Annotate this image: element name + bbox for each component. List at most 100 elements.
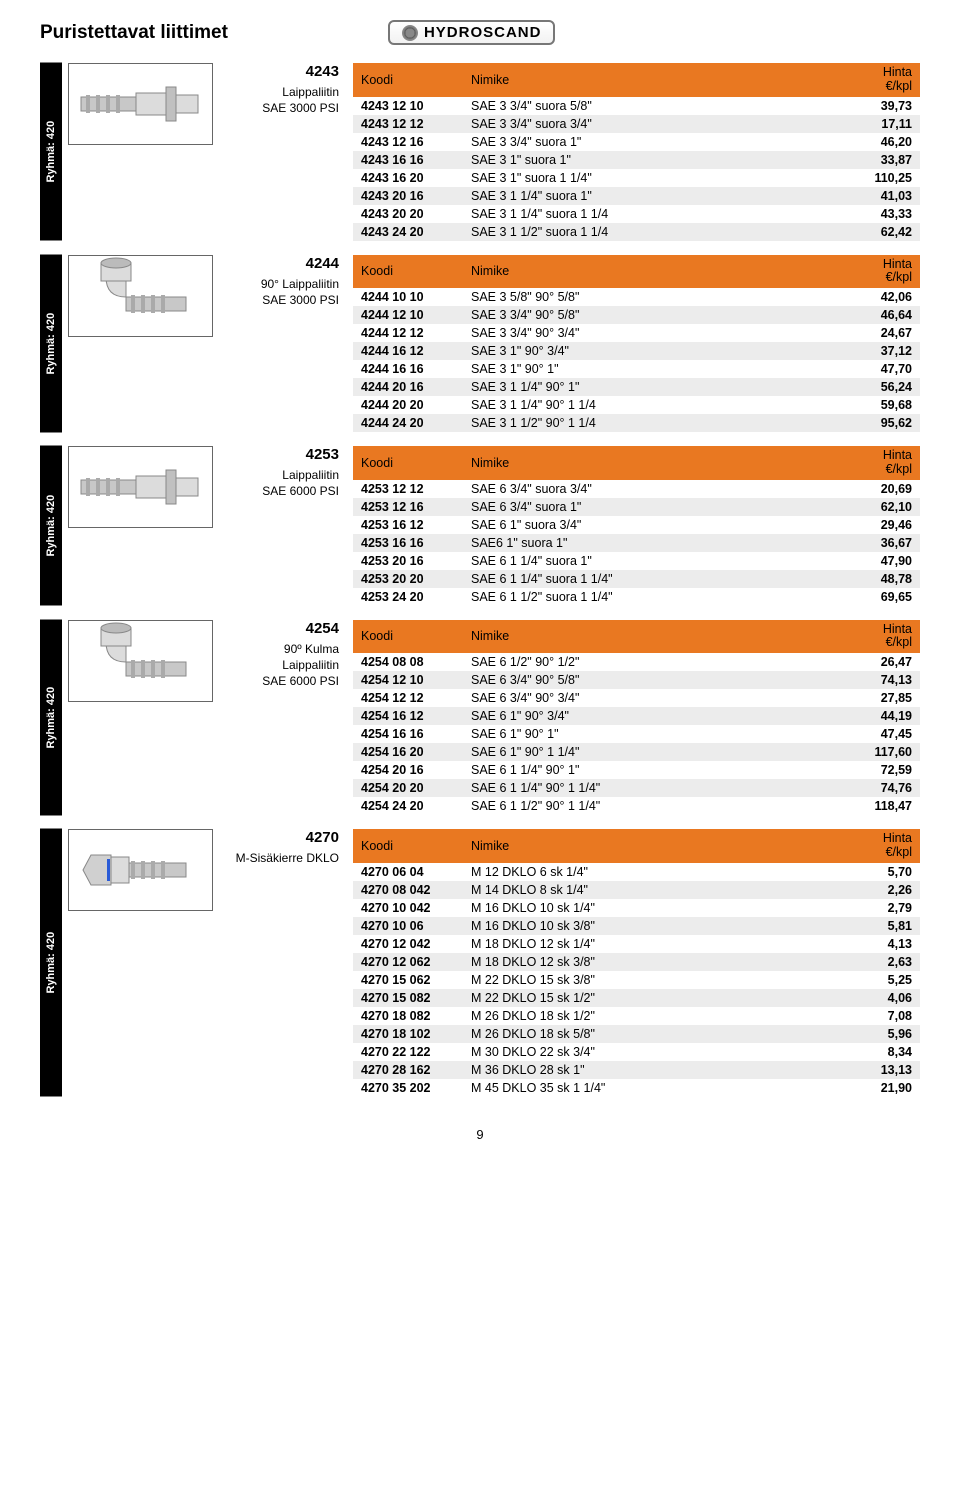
cell-koodi: 4254 16 20	[353, 743, 463, 761]
cell-koodi: 4270 15 082	[353, 989, 463, 1007]
table-row: 4254 12 10SAE 6 3/4" 90° 5/8"74,13	[353, 671, 920, 689]
col-nimike: Nimike	[463, 63, 850, 97]
table-row: 4270 18 082M 26 DKLO 18 sk 1/2"7,08	[353, 1007, 920, 1025]
cell-price: 46,20	[850, 133, 920, 151]
product-subtitle: 90° Laippaliitin	[223, 276, 339, 292]
product-id: 4244	[223, 255, 339, 272]
cell-koodi: 4253 16 16	[353, 534, 463, 552]
product-subtitle: 90º Kulma	[223, 641, 339, 657]
cell-nimike: SAE 3 3/4" suora 1"	[463, 133, 850, 151]
col-nimike: Nimike	[463, 620, 850, 654]
table-row: 4243 12 16SAE 3 3/4" suora 1"46,20	[353, 133, 920, 151]
cell-koodi: 4243 12 10	[353, 97, 463, 115]
cell-price: 41,03	[850, 187, 920, 205]
product-subtitle: SAE 6000 PSI	[223, 483, 339, 499]
cell-price: 42,06	[850, 288, 920, 306]
cell-price: 110,25	[850, 169, 920, 187]
product-subtitle: Laippaliitin	[223, 657, 339, 673]
table-row: 4270 28 162M 36 DKLO 28 sk 1"13,13	[353, 1061, 920, 1079]
col-koodi: Koodi	[353, 620, 463, 654]
cell-nimike: SAE 6 3/4" 90° 3/4"	[463, 689, 850, 707]
cell-nimike: SAE 6 3/4" suora 1"	[463, 498, 850, 516]
cell-nimike: SAE 3 3/4" suora 3/4"	[463, 115, 850, 133]
cell-koodi: 4244 20 16	[353, 378, 463, 396]
cell-koodi: 4243 20 20	[353, 205, 463, 223]
cell-price: 69,65	[850, 588, 920, 606]
cell-koodi: 4254 12 12	[353, 689, 463, 707]
table-row: 4253 24 20SAE 6 1 1/2" suora 1 1/4"69,65	[353, 588, 920, 606]
cell-nimike: M 26 DKLO 18 sk 5/8"	[463, 1025, 850, 1043]
table-row: 4253 16 12SAE 6 1" suora 3/4"29,46	[353, 516, 920, 534]
cell-koodi: 4254 12 10	[353, 671, 463, 689]
group-tab: Ryhmä: 420	[40, 446, 62, 606]
cell-nimike: SAE 3 1" suora 1"	[463, 151, 850, 169]
cell-koodi: 4244 24 20	[353, 414, 463, 432]
cell-koodi: 4270 28 162	[353, 1061, 463, 1079]
product-id: 4270	[223, 829, 339, 846]
table-row: 4244 16 16SAE 3 1" 90° 1"47,70	[353, 360, 920, 378]
table-row: 4244 24 20SAE 3 1 1/2" 90° 1 1/495,62	[353, 414, 920, 432]
cell-koodi: 4244 16 16	[353, 360, 463, 378]
table-row: 4254 24 20SAE 6 1 1/2" 90° 1 1/4"118,47	[353, 797, 920, 815]
product-section: Ryhmä: 420424490° LaippaliitinSAE 3000 P…	[40, 255, 920, 433]
cell-price: 117,60	[850, 743, 920, 761]
fitting-icon	[68, 255, 213, 337]
col-hinta: Hinta€/kpl	[850, 829, 920, 863]
product-subtitle: SAE 6000 PSI	[223, 673, 339, 689]
cell-koodi: 4270 22 122	[353, 1043, 463, 1061]
table-row: 4244 16 12SAE 3 1" 90° 3/4"37,12	[353, 342, 920, 360]
cell-koodi: 4244 20 20	[353, 396, 463, 414]
cell-nimike: SAE 3 1 1/4" suora 1"	[463, 187, 850, 205]
fitting-icon	[68, 63, 213, 145]
cell-koodi: 4253 24 20	[353, 588, 463, 606]
table-row: 4254 16 16SAE 6 1" 90° 1"47,45	[353, 725, 920, 743]
cell-koodi: 4270 08 042	[353, 881, 463, 899]
product-section: Ryhmä: 4204253LaippaliitinSAE 6000 PSIKo…	[40, 446, 920, 606]
cell-koodi: 4270 15 062	[353, 971, 463, 989]
cell-koodi: 4244 12 12	[353, 324, 463, 342]
product-info: 424490° LaippaliitinSAE 3000 PSI	[223, 255, 353, 433]
col-hinta: Hinta€/kpl	[850, 620, 920, 654]
product-image-col	[68, 446, 223, 606]
product-id: 4254	[223, 620, 339, 637]
cell-price: 2,26	[850, 881, 920, 899]
table-row: 4270 15 082M 22 DKLO 15 sk 1/2"4,06	[353, 989, 920, 1007]
cell-price: 72,59	[850, 761, 920, 779]
table-row: 4270 12 042M 18 DKLO 12 sk 1/4"4,13	[353, 935, 920, 953]
price-table: KoodiNimikeHinta€/kpl4254 08 08SAE 6 1/2…	[353, 620, 920, 816]
product-section: Ryhmä: 420425490º KulmaLaippaliitinSAE 6…	[40, 620, 920, 816]
cell-nimike: SAE 3 3/4" 90° 5/8"	[463, 306, 850, 324]
col-nimike: Nimike	[463, 255, 850, 289]
cell-nimike: SAE 3 1 1/4" 90° 1"	[463, 378, 850, 396]
cell-price: 46,64	[850, 306, 920, 324]
cell-nimike: SAE 3 1" 90° 1"	[463, 360, 850, 378]
cell-nimike: SAE 6 1 1/4" suora 1 1/4"	[463, 570, 850, 588]
cell-koodi: 4270 18 102	[353, 1025, 463, 1043]
cell-nimike: M 14 DKLO 8 sk 1/4"	[463, 881, 850, 899]
product-image-col	[68, 63, 223, 241]
cell-price: 2,79	[850, 899, 920, 917]
cell-price: 5,81	[850, 917, 920, 935]
cell-price: 33,87	[850, 151, 920, 169]
col-hinta: Hinta€/kpl	[850, 446, 920, 480]
cell-price: 62,42	[850, 223, 920, 241]
price-table-col: KoodiNimikeHinta€/kpl4243 12 10SAE 3 3/4…	[353, 63, 920, 241]
cell-koodi: 4244 12 10	[353, 306, 463, 324]
col-hinta: Hinta€/kpl	[850, 63, 920, 97]
cell-nimike: SAE 6 1" 90° 1"	[463, 725, 850, 743]
table-row: 4270 18 102M 26 DKLO 18 sk 5/8"5,96	[353, 1025, 920, 1043]
group-tab: Ryhmä: 420	[40, 63, 62, 241]
price-table: KoodiNimikeHinta€/kpl4243 12 10SAE 3 3/4…	[353, 63, 920, 241]
price-table: KoodiNimikeHinta€/kpl4270 06 04M 12 DKLO…	[353, 829, 920, 1097]
cell-koodi: 4253 16 12	[353, 516, 463, 534]
product-id: 4243	[223, 63, 339, 80]
table-row: 4254 20 16SAE 6 1 1/4" 90° 1"72,59	[353, 761, 920, 779]
col-koodi: Koodi	[353, 255, 463, 289]
cell-nimike: M 12 DKLO 6 sk 1/4"	[463, 863, 850, 881]
cell-nimike: SAE 3 1 1/4" 90° 1 1/4	[463, 396, 850, 414]
table-row: 4254 20 20SAE 6 1 1/4" 90° 1 1/4"74,76	[353, 779, 920, 797]
cell-koodi: 4243 16 16	[353, 151, 463, 169]
col-nimike: Nimike	[463, 446, 850, 480]
cell-nimike: M 18 DKLO 12 sk 3/8"	[463, 953, 850, 971]
cell-price: 47,70	[850, 360, 920, 378]
